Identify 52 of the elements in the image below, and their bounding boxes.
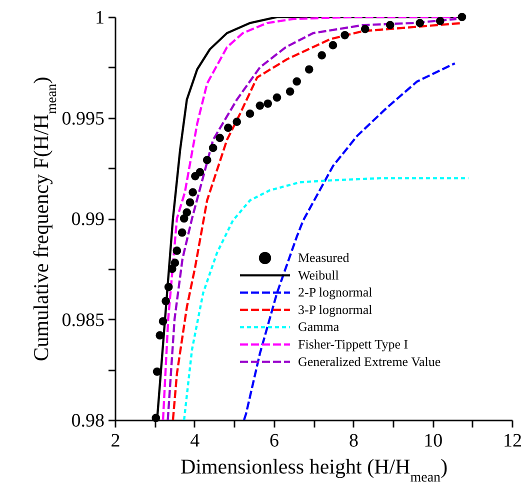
y-tick-label: 1: [95, 8, 104, 28]
y-tick-label: 0.995: [62, 108, 104, 130]
legend-label: Measured: [298, 250, 350, 265]
x-tick-label: 12: [503, 430, 522, 452]
point: [152, 414, 160, 422]
point: [208, 144, 218, 152]
point: [256, 101, 264, 110]
point: [224, 124, 232, 132]
line-series: [182, 177, 470, 420]
point: [416, 18, 424, 28]
point: [340, 30, 350, 40]
x-tick-label: 4: [190, 430, 200, 452]
point: [232, 118, 242, 126]
line-series: [242, 62, 456, 420]
legend-label: Gamma: [298, 319, 340, 334]
y-tick-label: 0.98: [71, 410, 104, 432]
point: [458, 12, 466, 22]
x-tick-label: 8: [348, 430, 358, 452]
point: [196, 168, 204, 176]
legend-label: Weibull: [298, 267, 340, 282]
legend-label: 2-P lognormal: [298, 284, 373, 300]
point: [162, 296, 170, 306]
point: [292, 77, 302, 86]
legend-label: Fisher-Tippett Type I: [298, 336, 408, 352]
point: [246, 110, 254, 118]
x-tick-label: 10: [424, 430, 443, 452]
point: [264, 99, 272, 108]
point: [202, 156, 212, 164]
point: [172, 246, 182, 255]
legend-label: 3-P lognormal: [298, 302, 373, 317]
point: [164, 282, 173, 292]
x-axis-title: Dimensionless height (H/H$_{mean}$): [180, 454, 448, 485]
point: [186, 198, 194, 207]
point: [386, 20, 394, 30]
point: [304, 65, 314, 74]
point: [182, 208, 192, 217]
point: [436, 16, 444, 26]
point: [286, 87, 294, 96]
point: [318, 51, 326, 60]
x-tick-label: 6: [270, 430, 280, 452]
point: [188, 188, 197, 196]
point: [328, 41, 338, 50]
legend-label: Generalized Extreme Value: [298, 354, 441, 369]
point: [170, 258, 180, 268]
point: [178, 228, 186, 237]
y-tick-label: 0.985: [62, 310, 104, 331]
y-tick-label: 0.99: [71, 209, 104, 230]
point: [360, 24, 370, 34]
point: [272, 93, 282, 102]
point: [216, 134, 224, 142]
x-tick-label: 2: [110, 430, 120, 452]
point: [158, 317, 168, 326]
